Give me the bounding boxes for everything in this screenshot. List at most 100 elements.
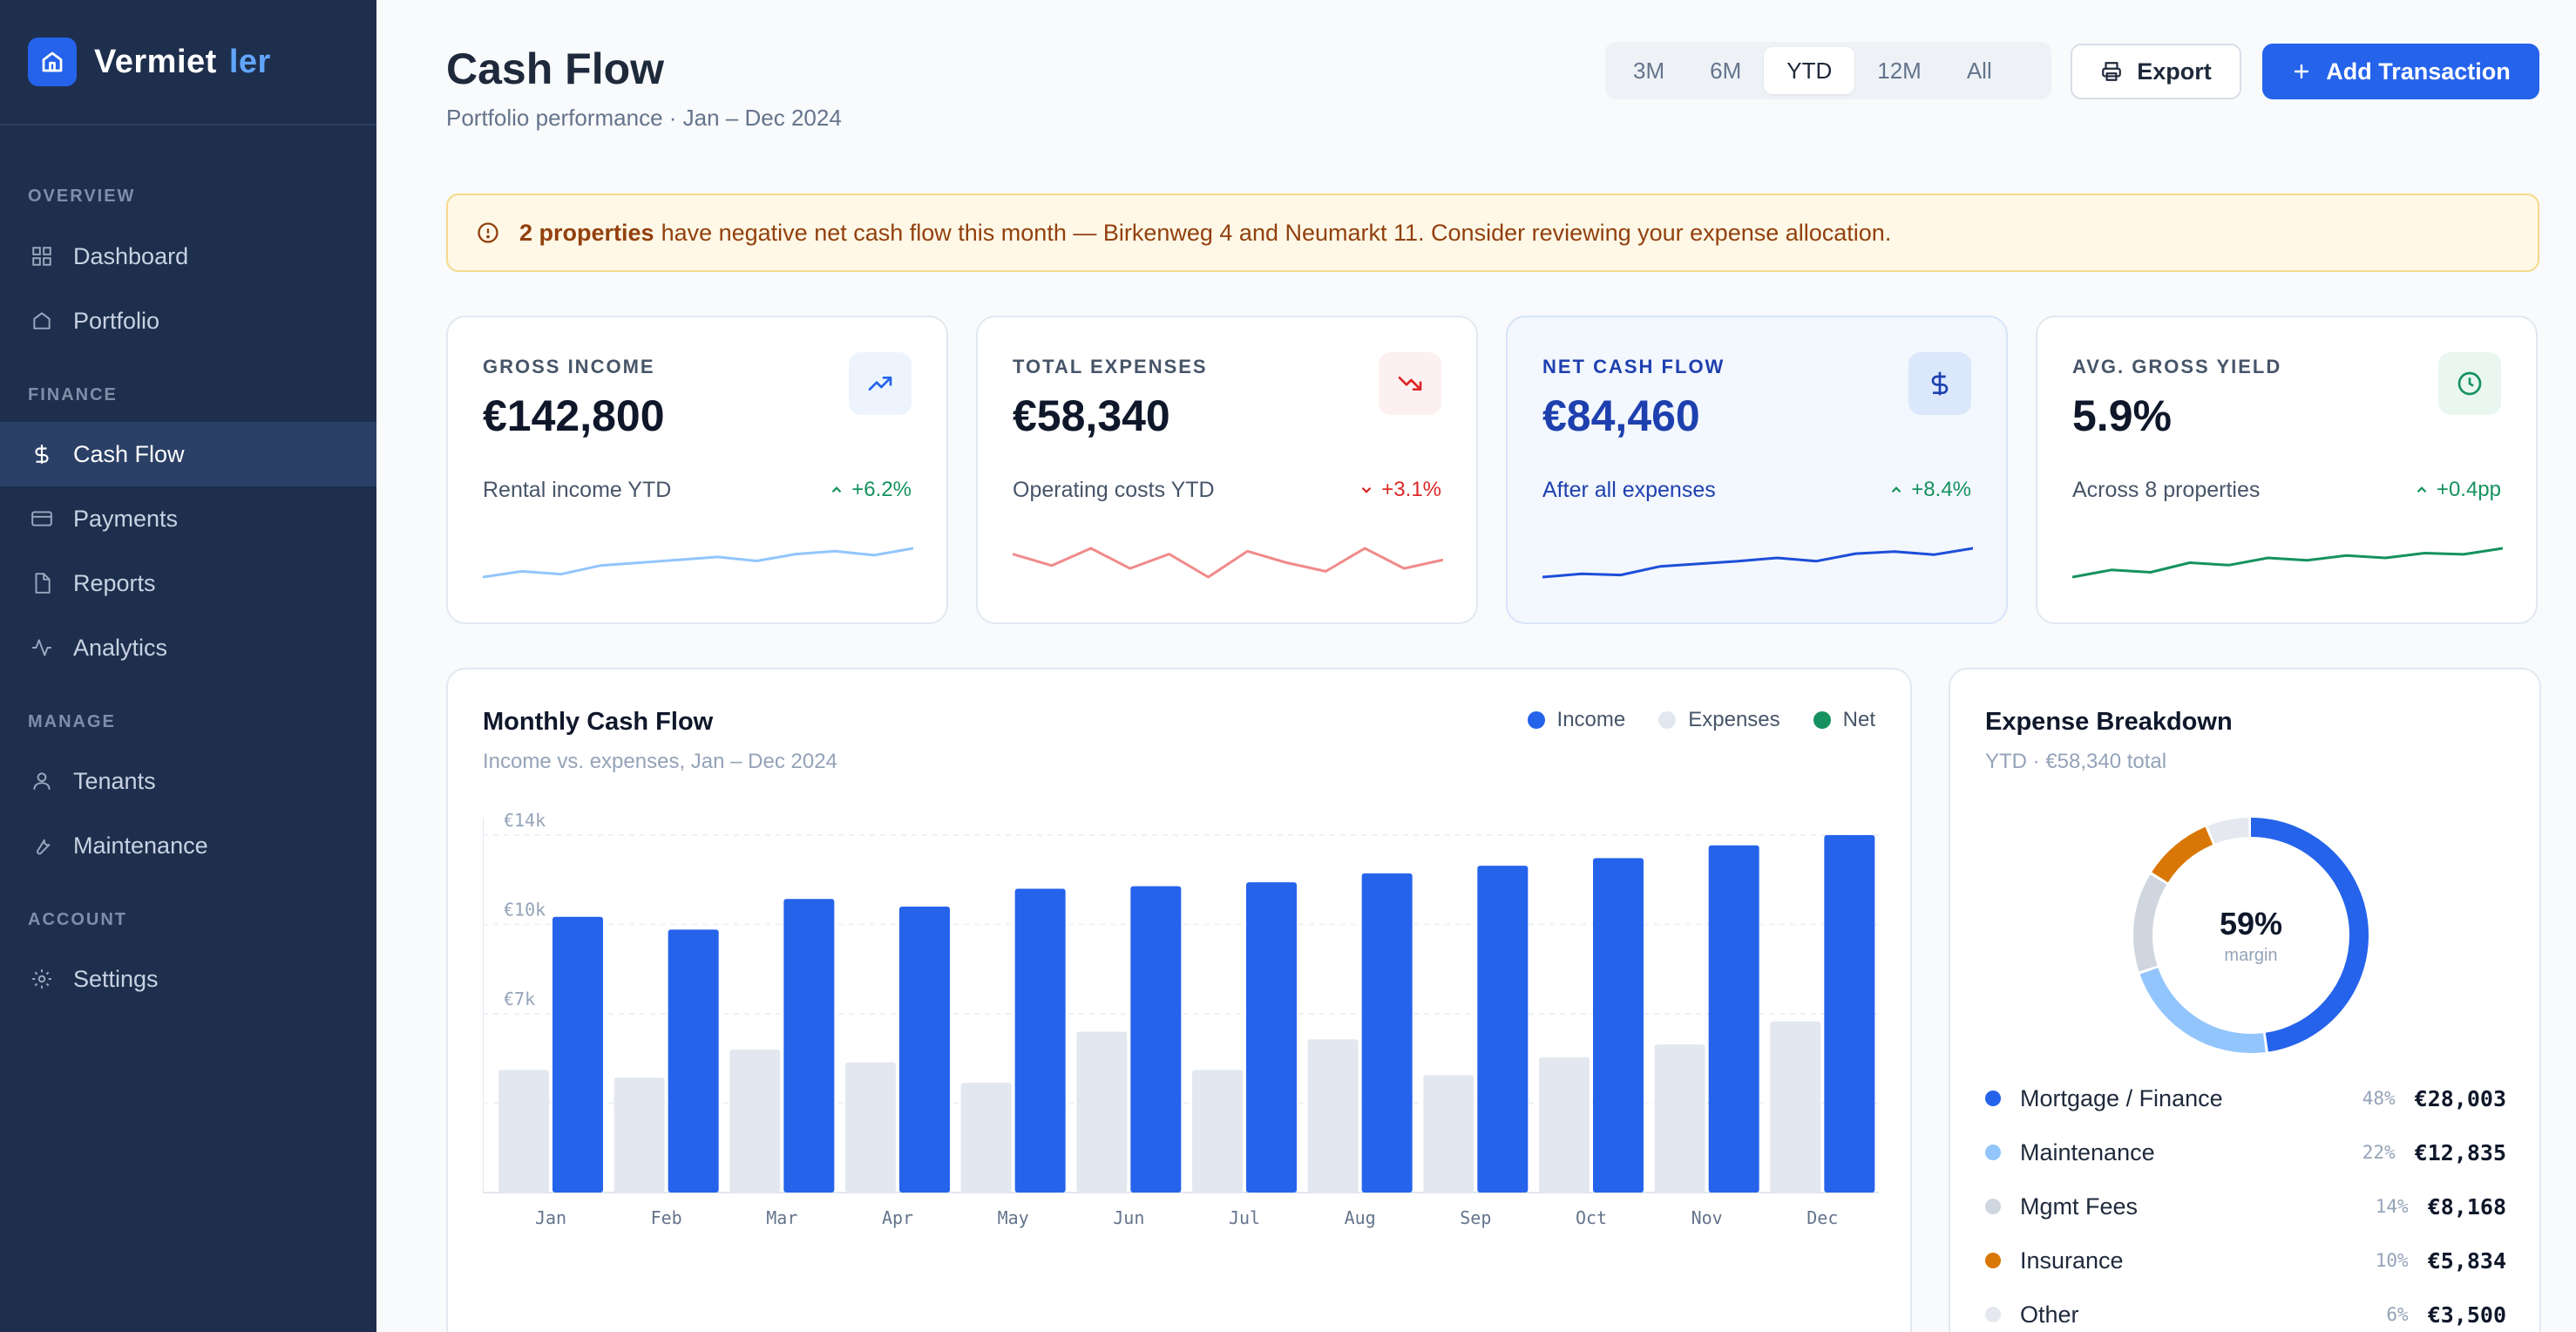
expense-row[interactable]: Mortgage / Finance 48% €28,003 (1985, 1081, 2506, 1116)
donut-center-value: 59% (2219, 905, 2283, 941)
legend-net[interactable]: Net (1813, 708, 1875, 732)
kpi-delta: +3.1% (1359, 478, 1441, 502)
kpi-avg-gross-yield: AVG. GROSS YIELD 5.9% Across 8 propertie… (2036, 316, 2538, 624)
kpi-label: GROSS INCOME (483, 356, 655, 377)
bar-expenses-mar (729, 1050, 781, 1193)
wrench-icon (30, 833, 54, 858)
card-title: Expense Breakdown (1985, 708, 2233, 736)
page-subtitle: Portfolio performance · Jan – Dec 2024 (446, 105, 842, 131)
kpi-delta: +8.4% (1888, 478, 1971, 502)
kpi-sparkline (1013, 547, 1443, 579)
user-icon (30, 769, 54, 793)
sparkline-path (1542, 547, 1973, 579)
page-title: Cash Flow (446, 44, 665, 93)
bar-expenses-feb (613, 1077, 665, 1193)
bar-expenses-sep (1423, 1075, 1474, 1193)
chevron-up-icon (1888, 482, 1904, 498)
card-title: Monthly Cash Flow (483, 708, 714, 736)
sidebar-item-dashboard[interactable]: Dashboard (0, 224, 376, 289)
kpi-total-expenses: TOTAL EXPENSES €58,340 Operating costs Y… (976, 316, 1478, 624)
sidebar-item-analytics[interactable]: Analytics (0, 615, 376, 680)
export-button[interactable]: Export (2071, 44, 2241, 99)
sidebar-item-cash-flow[interactable]: Cash Flow (0, 422, 376, 486)
kpi-note: Rental income YTD (483, 478, 672, 502)
sidebar-item-tenants[interactable]: Tenants (0, 749, 376, 813)
expense-row[interactable]: Other 6% €3,500 (1985, 1297, 2506, 1332)
brand[interactable]: Vermiet ler (0, 0, 376, 126)
card-subtitle: YTD · €58,340 total (1985, 750, 2167, 773)
kpi-delta: +0.4pp (2414, 478, 2501, 502)
donut-center: 59% margin (2125, 809, 2377, 1062)
legend-expenses[interactable]: Expenses (1658, 708, 1780, 732)
bar-income-sep (1477, 866, 1529, 1193)
nav-section-finance: FINANCE (28, 385, 118, 404)
printer-icon (2100, 60, 2123, 83)
kpi-value: €84,460 (1542, 391, 1700, 440)
range-6m[interactable]: 6M (1710, 57, 1742, 84)
gear-icon (30, 967, 54, 991)
document-icon (30, 571, 54, 595)
x-tick-label: Jun (1113, 1207, 1144, 1228)
home-logo-icon (28, 37, 77, 86)
x-tick-label: Jul (1229, 1207, 1260, 1228)
donut-center-caption: margin (2224, 945, 2278, 965)
kpi-value: 5.9% (2072, 391, 2172, 440)
kpi-note: Operating costs YTD (1013, 478, 1215, 502)
sparkline-path (483, 547, 913, 579)
bar-income-aug (1361, 873, 1413, 1193)
y-tick-label: €14k (504, 810, 546, 831)
bar-income-jun (1130, 886, 1182, 1193)
expense-row[interactable]: Insurance 10% €5,834 (1985, 1243, 2506, 1278)
brand-name: Vermiet ler (94, 43, 271, 80)
card-subtitle: Income vs. expenses, Jan – Dec 2024 (483, 750, 837, 773)
legend-dot (1985, 1307, 2001, 1322)
trending-down-icon (1379, 352, 1441, 415)
range-all[interactable]: All (1966, 57, 1992, 84)
bar-expenses-aug (1307, 1039, 1359, 1193)
bar-income-may (1014, 888, 1066, 1193)
chevron-up-icon (829, 482, 844, 498)
legend-dot (1985, 1091, 2001, 1106)
activity-icon (30, 635, 54, 660)
kpi-note: After all expenses (1542, 478, 1716, 502)
nav-section-manage: MANAGE (28, 712, 116, 731)
kpi-value: €58,340 (1013, 391, 1170, 440)
bar-expenses-nov (1654, 1044, 1705, 1193)
range-12m[interactable]: 12M (1877, 57, 1922, 84)
bar-expenses-jun (1076, 1031, 1128, 1193)
nav-section-account: ACCOUNT (28, 910, 127, 929)
dashboard-icon (30, 244, 54, 268)
donut-slice-1 (2133, 818, 2369, 1053)
range-ytd[interactable]: YTD (1764, 47, 1855, 94)
expense-row[interactable]: Mgmt Fees 14% €8,168 (1985, 1189, 2506, 1224)
bar-income-jul (1246, 882, 1297, 1193)
chevron-down-icon (1359, 482, 1374, 498)
nav-section-overview: OVERVIEW (28, 187, 136, 206)
sidebar-item-maintenance[interactable]: Maintenance (0, 813, 376, 878)
range-3m[interactable]: 3M (1633, 57, 1665, 84)
sparkline-path (1013, 547, 1443, 579)
home-icon (30, 309, 54, 333)
sidebar-item-settings[interactable]: Settings (0, 947, 376, 1011)
sidebar-item-portfolio[interactable]: Portfolio (0, 289, 376, 353)
expense-donut-chart (2133, 818, 2369, 1053)
x-tick-label: Aug (1345, 1207, 1376, 1228)
expense-row[interactable]: Maintenance 22% €12,835 (1985, 1135, 2506, 1170)
warning-alert: 2 properties have negative net cash flow… (446, 194, 2539, 272)
bar-income-oct (1593, 858, 1644, 1193)
kpi-label: NET CASH FLOW (1542, 356, 1725, 377)
kpi-sparkline (2072, 547, 2503, 579)
sidebar-item-payments[interactable]: Payments (0, 486, 376, 551)
sidebar-item-reports[interactable]: Reports (0, 551, 376, 615)
add-transaction-button[interactable]: Add Transaction (2262, 44, 2539, 99)
x-tick-label: Sep (1460, 1207, 1491, 1228)
legend-income[interactable]: Income (1527, 708, 1625, 732)
monthly-cash-flow-card: Monthly Cash Flow Income vs. expenses, J… (446, 668, 1912, 1332)
dollar-icon (30, 442, 54, 466)
alert-circle-icon (476, 221, 500, 245)
sparkline-path (2072, 547, 2503, 579)
kpi-value: €142,800 (483, 391, 665, 440)
x-tick-label: Feb (651, 1207, 682, 1228)
kpi-label: TOTAL EXPENSES (1013, 356, 1208, 377)
kpi-gross-income: GROSS INCOME €142,800 Rental income YTD … (446, 316, 948, 624)
